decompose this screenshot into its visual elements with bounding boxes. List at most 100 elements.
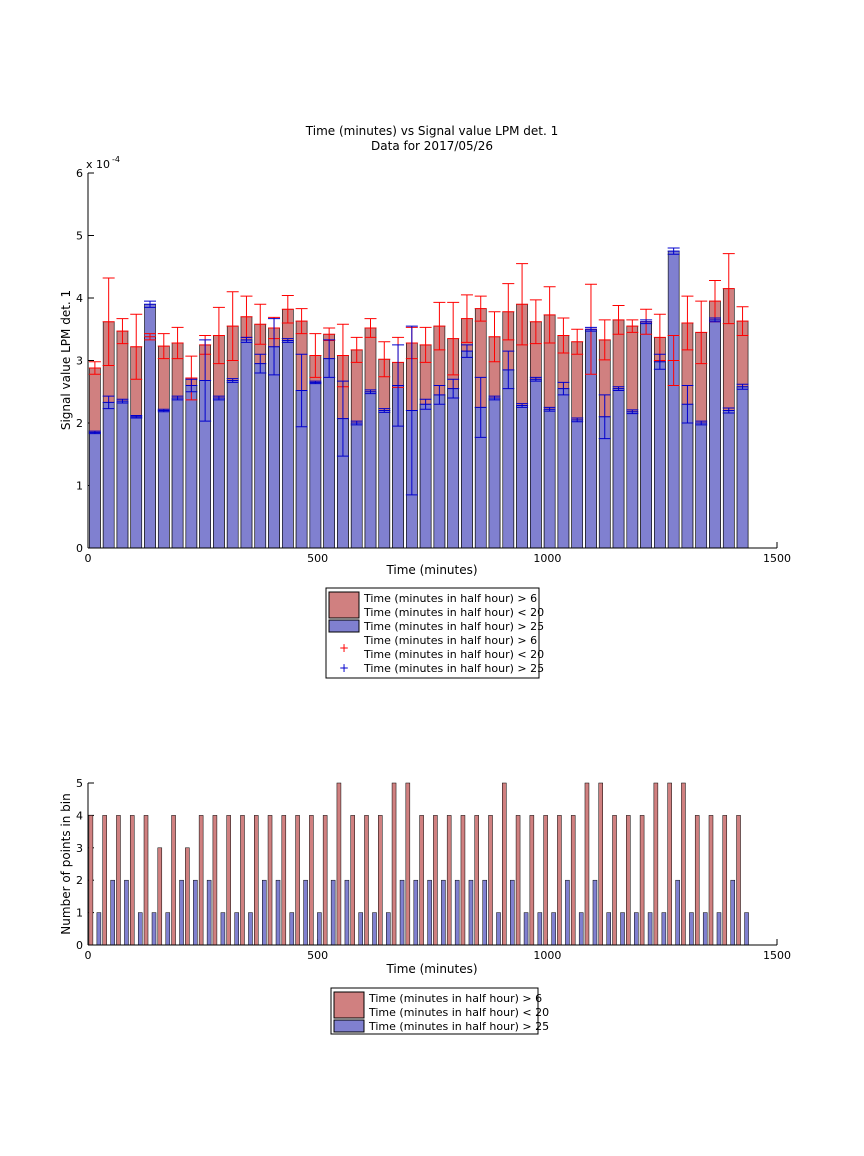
count-bar-late-range — [496, 912, 501, 946]
legend-label: Time (minutes in half hour) > 6 — [368, 992, 542, 1005]
count-bar-late-range — [578, 912, 584, 946]
y-tick-label: 3 — [76, 355, 83, 368]
x-tick-label: 500 — [307, 949, 328, 962]
y-tick-label: 4 — [76, 809, 83, 822]
error-bar — [722, 407, 735, 414]
legend-label: Time (minutes in half hour) < 20 — [363, 648, 544, 661]
signal-chart: Time (minutes) vs Signal value LPM det. … — [59, 124, 791, 679]
count-bar-late-range — [193, 879, 198, 946]
y-tick-label: 6 — [76, 167, 83, 180]
bar-late-range — [364, 391, 377, 549]
bar-late-range — [667, 250, 680, 549]
count-bar-late-range — [702, 912, 708, 946]
count-bar-mid-range — [157, 847, 163, 946]
bar-late-range — [323, 358, 335, 549]
count-bar-late-range — [110, 879, 115, 946]
error-bar — [447, 301, 460, 376]
error-bar — [460, 344, 473, 358]
count-bar-mid-range — [529, 815, 535, 946]
count-bar-late-range — [289, 912, 295, 946]
y-tick-label: 1 — [76, 907, 83, 920]
error-bar — [144, 300, 157, 308]
count-bar-late-range — [716, 912, 722, 946]
count-bar-mid-range — [391, 782, 397, 946]
count-bar-late-range — [689, 912, 694, 946]
count-bar-late-range — [441, 879, 446, 946]
legend-label: Time (minutes in half hour) > 25 — [363, 620, 544, 633]
count-bar-late-range — [647, 912, 653, 946]
x-tick-label: 1000 — [533, 552, 561, 565]
error-bar — [433, 385, 446, 405]
count-bar-mid-range — [198, 815, 204, 946]
error-bar — [378, 341, 391, 378]
y-tick-label: 2 — [76, 417, 83, 430]
count-bar-mid-range — [281, 815, 287, 946]
error-bar — [226, 378, 239, 383]
count-bar-late-range — [468, 879, 474, 946]
bar-late-range — [461, 350, 473, 549]
legend-swatch — [333, 1019, 365, 1033]
bar-late-range — [502, 369, 515, 549]
count-bar-mid-range — [240, 815, 245, 946]
error-bar — [116, 398, 129, 404]
error-bar — [130, 313, 143, 380]
error-bar — [557, 381, 570, 396]
error-bar — [529, 376, 542, 382]
count-bar-mid-range — [433, 815, 438, 946]
error-bar — [502, 283, 515, 341]
error-bar — [364, 318, 377, 338]
bottom-axis-lines — [87, 783, 777, 946]
error-bar — [185, 378, 198, 393]
legend-box — [325, 587, 540, 679]
x-tick-label: 0 — [85, 552, 92, 565]
error-bar — [281, 338, 294, 343]
error-bar — [212, 395, 225, 401]
count-bar-late-range — [413, 879, 419, 946]
bar-late-range — [681, 403, 694, 549]
count-bar-mid-range — [639, 815, 645, 946]
bar-late-range — [557, 388, 570, 549]
count-bar-late-range — [620, 912, 625, 946]
error-bar — [171, 326, 184, 360]
bar-late-range — [144, 303, 156, 549]
bar-late-range — [640, 321, 652, 549]
exponent-base: x 10 — [86, 158, 110, 171]
bar-late-range — [254, 363, 267, 549]
count-bar-late-range — [124, 879, 129, 946]
bar-late-range — [130, 416, 143, 549]
count-bar-late-range — [523, 912, 529, 946]
error-bar — [571, 417, 584, 423]
error-bar — [226, 291, 239, 361]
error-bar — [171, 395, 184, 401]
bar-late-range — [281, 340, 294, 549]
error-bar — [708, 317, 721, 323]
count-bar-late-range — [344, 879, 350, 946]
count-bar-mid-range — [460, 815, 466, 946]
bar-late-range — [709, 319, 721, 549]
count-bar-late-range — [399, 879, 405, 946]
count-bar-late-range — [179, 879, 184, 946]
error-bar — [88, 361, 101, 375]
error-bar — [268, 318, 281, 376]
count-bar-late-range — [386, 912, 391, 946]
bar-late-range — [309, 382, 322, 549]
exponent-power: -4 — [112, 155, 120, 164]
count-bar-mid-range — [171, 815, 176, 946]
count-bar-mid-range — [364, 815, 369, 946]
error-bar — [722, 253, 735, 325]
bar-late-range — [102, 402, 115, 549]
y-axis-label: Number of points in bin — [59, 793, 73, 934]
bar-late-range — [350, 422, 363, 549]
count-bar-mid-range — [129, 815, 135, 946]
chart-title: Time (minutes) vs Signal value LPM det. … — [305, 124, 558, 138]
bar-late-range — [543, 408, 556, 549]
error-bar — [350, 336, 363, 363]
count-bar-mid-range — [708, 815, 714, 946]
chart-subtitle: Data for 2017/05/26 — [371, 139, 493, 153]
count-bar-mid-range — [254, 815, 259, 946]
bar-late-range — [171, 397, 184, 549]
error-bar — [612, 386, 625, 391]
error-bar — [157, 333, 170, 360]
count-bar-late-range — [454, 879, 460, 946]
